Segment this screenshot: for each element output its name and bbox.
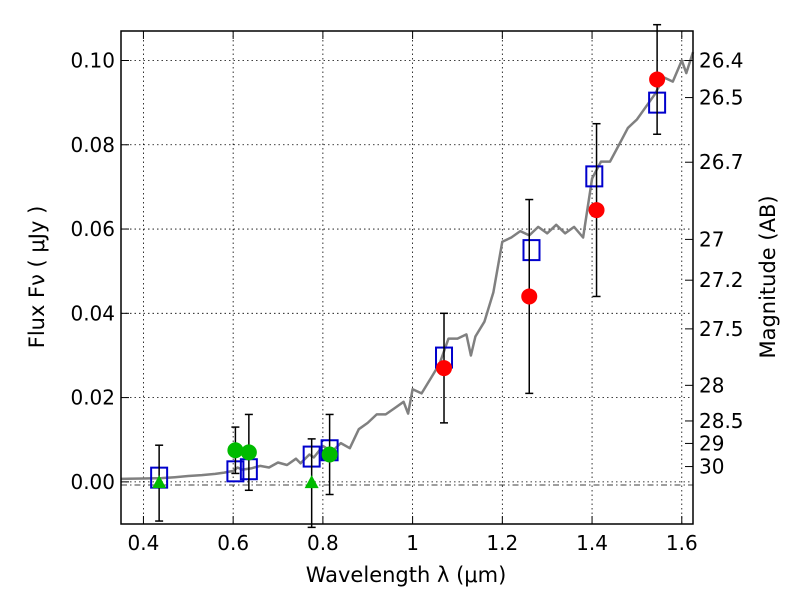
plot-area	[121, 31, 693, 524]
mag-tick-label: 27.5	[699, 317, 744, 341]
model-flux-square	[585, 165, 604, 188]
y-tick-label: 0.00	[70, 470, 115, 494]
x-tick-label: 0.6	[217, 531, 249, 555]
mag-tick-label: 26.4	[699, 48, 744, 72]
x-axis-title: Wavelength λ (μm)	[306, 563, 507, 587]
green-upper-limit-triangle	[152, 475, 167, 489]
mag-tick-label: 26.7	[699, 150, 744, 174]
y-tick-label: 0.10	[70, 48, 115, 72]
y-tick-label: 0.06	[70, 217, 115, 241]
tick-layer: 0.4 0.6 0.8 1 1.2 1.4 1.6 0.00 0.02 0.04 0.06 0.08 0…	[70, 31, 744, 555]
mag-tick-label: 28	[699, 373, 724, 397]
mag-tick-label: 27.2	[699, 268, 744, 292]
x-tick-label: 1.2	[486, 531, 518, 555]
x-tick-label: 1.6	[666, 531, 698, 555]
mag-tick-label: 29	[699, 431, 724, 455]
mag-tick-label: 26.5	[699, 86, 744, 110]
red-data-point	[521, 288, 538, 305]
red-data-point	[436, 360, 453, 377]
x-tick-label: 1.4	[576, 531, 608, 555]
y-axis-right-title: Magnitude (AB)	[756, 195, 780, 358]
green-data-point	[321, 446, 338, 463]
y-tick-label: 0.02	[70, 386, 115, 410]
green-data-point	[240, 444, 257, 461]
red-data-point	[588, 202, 605, 219]
x-tick-label: 0.8	[307, 531, 339, 555]
y-axis-title: Flux Fν ( μJy )	[25, 206, 49, 349]
plot-frame	[120, 30, 694, 525]
y-tick-label: 0.04	[70, 301, 115, 325]
model-spectrum-line	[120, 51, 695, 481]
y-tick-label: 0.08	[70, 133, 115, 157]
mag-tick-label: 28.5	[699, 409, 744, 433]
series-layer	[120, 23, 695, 529]
mag-tick-label: 27	[699, 227, 724, 251]
red-data-point	[649, 71, 666, 88]
green-data-point	[227, 442, 244, 459]
model-flux-square	[522, 239, 541, 262]
x-tick-label: 1	[406, 531, 419, 555]
x-tick-label: 0.4	[128, 531, 160, 555]
green-upper-limit-triangle	[304, 475, 319, 489]
mag-tick-label: 30	[699, 455, 724, 479]
grid	[121, 31, 693, 524]
